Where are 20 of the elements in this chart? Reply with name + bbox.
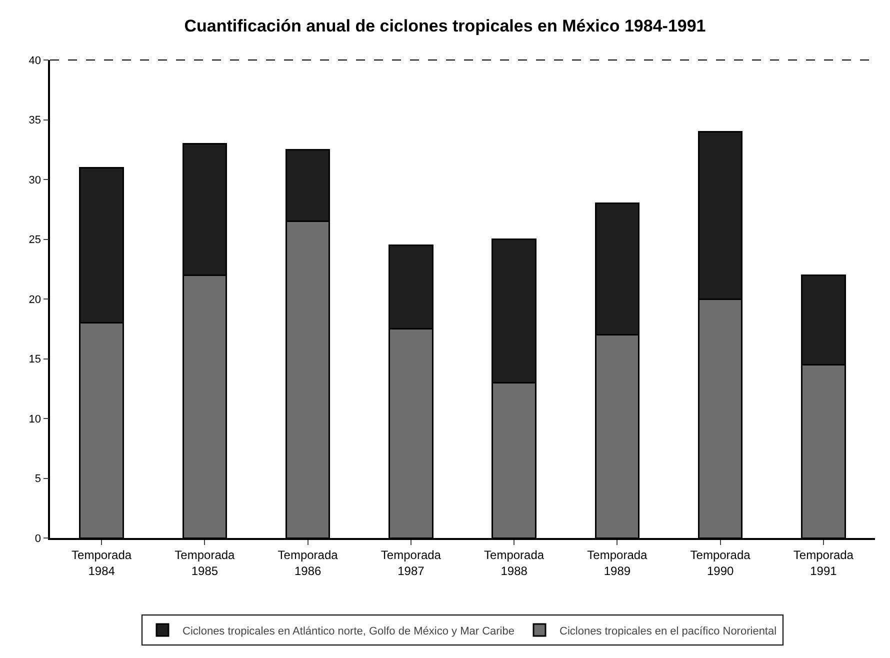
y-tick-label: 35 [28,114,42,127]
legend-label: Ciclones tropicales en Atlántico norte, Golfo de México y Mar Caribe [182,625,514,638]
y-tick-label: 15 [28,354,42,366]
x-tick-label: Temporada 1989 [587,548,648,578]
y-tick-label: 20 [28,294,42,306]
y-tick-label: 30 [28,174,42,186]
x-tick-label: Temporada 1988 [484,548,544,578]
x-tick-label: Temporada 1984 [72,548,132,578]
y-tick-label: 25 [28,234,42,246]
x-tick-label: Temporada 1991 [793,548,854,578]
y-tick-label: 0 [34,532,42,545]
chart-title: Cuantificación anual de ciclones tropicales en México 1984-1991 [184,16,706,36]
x-tick-label: Temporada 1987 [380,548,442,578]
x-tick-label: Temporada 1985 [174,548,236,578]
legend-label: Ciclones tropicales en el pacífico Nororiental [560,625,777,638]
x-tick-label: Temporada 1986 [278,548,338,578]
y-tick-label: 40 [28,54,42,67]
y-tick-label: 10 [28,413,42,426]
x-tick-label: Temporada 1990 [690,548,751,578]
y-tick-label: 5 [34,473,42,486]
